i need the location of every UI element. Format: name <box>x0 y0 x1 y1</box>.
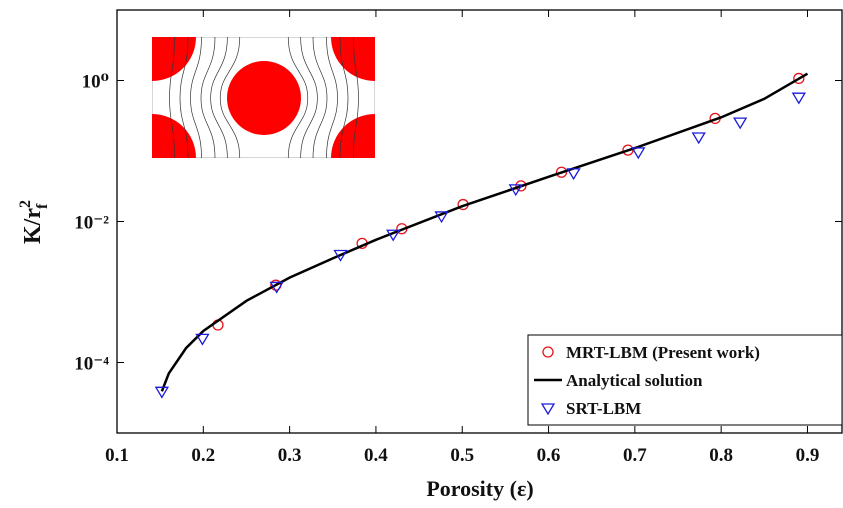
triangle-marker <box>508 184 523 197</box>
x-axis-label: Porosity (ε) <box>426 476 533 501</box>
x-tick-label: 0.7 <box>623 445 647 466</box>
legend-label: SRT-LBM <box>566 399 641 418</box>
triangle-marker <box>154 386 170 399</box>
streamline <box>326 37 338 158</box>
legend-label: Analytical solution <box>566 371 703 390</box>
legend-label: MRT-LBM (Present work) <box>566 343 760 362</box>
y-label-base: K/r <box>20 208 46 244</box>
streamline <box>300 37 318 158</box>
triangle-marker <box>791 92 806 105</box>
x-tick-label: 0.1 <box>105 445 129 466</box>
x-tick-label: 0.4 <box>364 445 388 466</box>
streamline <box>169 37 175 158</box>
streamline <box>179 37 189 158</box>
y-axis-label: K/r2f <box>17 200 51 244</box>
y-label-sub: f <box>34 203 51 209</box>
y-label-sup: 2 <box>17 200 34 208</box>
y-tick-label: 10⁰ <box>82 72 109 93</box>
x-tick-label: 0.3 <box>278 445 302 466</box>
streamline <box>353 37 359 158</box>
x-tick-label: 0.8 <box>709 445 733 466</box>
legend-marker <box>540 403 556 416</box>
streamline <box>190 37 202 158</box>
triangle-marker <box>434 211 449 224</box>
streamline <box>200 37 216 158</box>
line-series <box>160 72 809 392</box>
circle-marker <box>793 72 805 85</box>
streamline <box>312 37 328 158</box>
triangle-marker <box>631 147 646 160</box>
streamline <box>210 37 228 158</box>
x-tick-label: 0.5 <box>450 445 474 466</box>
triangle-marker <box>195 333 210 346</box>
circle-marker <box>515 180 527 192</box>
legend-box <box>527 334 843 426</box>
streamline <box>339 37 349 158</box>
triangle-marker <box>269 281 284 294</box>
inset-image <box>152 37 375 158</box>
triangle-marker <box>691 132 706 145</box>
legend: MRT-LBM (Present work) Analytical solutio… <box>527 334 843 426</box>
triangle-marker <box>566 168 581 181</box>
triangle-marker <box>386 229 401 242</box>
streamline <box>287 37 309 158</box>
streamline <box>219 37 241 158</box>
triangle-marker <box>333 249 348 262</box>
y-tick-label: 10⁻² <box>74 213 109 234</box>
y-tick-label: 10⁻⁴ <box>74 354 109 375</box>
x-tick-label: 0.2 <box>191 445 215 466</box>
x-tick-label: 0.6 <box>537 445 561 466</box>
circle-marker <box>555 166 568 178</box>
legend-marker <box>542 346 554 358</box>
triangle-marker <box>733 117 748 130</box>
x-tick-label: 0.9 <box>796 445 820 466</box>
